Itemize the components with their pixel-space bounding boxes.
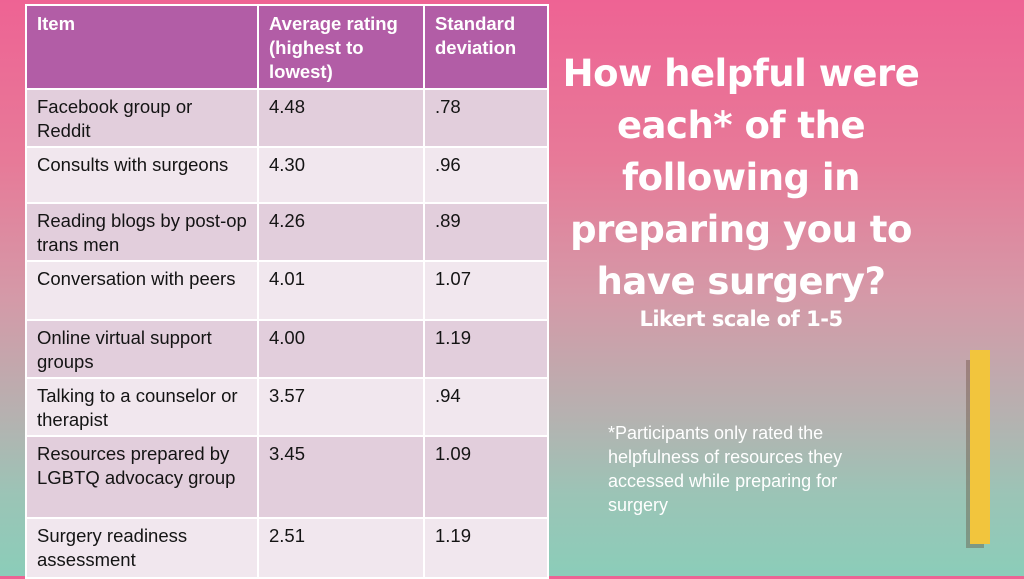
cell-item: Consults with surgeons xyxy=(25,146,259,204)
table-row: Surgery readiness assessment 2.51 1.19 xyxy=(25,517,549,579)
table-row: Reading blogs by post-op trans men 4.26 … xyxy=(25,202,549,262)
cell-item: Talking to a counselor or therapist xyxy=(25,377,259,437)
cell-sd: 1.19 xyxy=(423,517,549,579)
cell-item: Surgery readiness assessment xyxy=(25,517,259,579)
table-row: Consults with surgeons 4.30 .96 xyxy=(25,146,549,204)
cell-average: 3.57 xyxy=(257,377,425,437)
cell-average: 4.00 xyxy=(257,319,425,379)
cell-item: Online virtual support groups xyxy=(25,319,259,379)
cell-average: 4.48 xyxy=(257,88,425,148)
accent-bar xyxy=(970,350,990,544)
table-row: Conversation with peers 4.01 1.07 xyxy=(25,260,549,321)
table-row: Talking to a counselor or therapist 3.57… xyxy=(25,377,549,437)
slide-subtitle: Likert scale of 1-5 xyxy=(639,307,843,331)
cell-sd: .96 xyxy=(423,146,549,204)
cell-item: Facebook group or Reddit xyxy=(25,88,259,148)
cell-sd: .94 xyxy=(423,377,549,437)
ratings-table: Item Average rating (highest to lowest) … xyxy=(25,4,549,579)
table-header-row: Item Average rating (highest to lowest) … xyxy=(25,4,549,90)
cell-sd: .78 xyxy=(423,88,549,148)
table-row: Facebook group or Reddit 4.48 .78 xyxy=(25,88,549,148)
footnote: *Participants only rated the helpfulness… xyxy=(608,423,843,515)
header-average-rating: Average rating (highest to lowest) xyxy=(257,4,425,90)
header-standard-deviation: Standard deviation xyxy=(423,4,549,90)
cell-sd: 1.19 xyxy=(423,319,549,379)
cell-average: 2.51 xyxy=(257,517,425,579)
cell-sd: 1.07 xyxy=(423,260,549,321)
cell-sd: 1.09 xyxy=(423,435,549,519)
cell-average: 4.30 xyxy=(257,146,425,204)
cell-item: Resources prepared by LGBTQ advocacy gro… xyxy=(25,435,259,519)
table-row: Online virtual support groups 4.00 1.19 xyxy=(25,319,549,379)
table-row: Resources prepared by LGBTQ advocacy gro… xyxy=(25,435,549,519)
cell-sd: .89 xyxy=(423,202,549,262)
cell-item: Conversation with peers xyxy=(25,260,259,321)
cell-item: Reading blogs by post-op trans men xyxy=(25,202,259,262)
cell-average: 4.01 xyxy=(257,260,425,321)
cell-average: 3.45 xyxy=(257,435,425,519)
header-item: Item xyxy=(25,4,259,90)
slide-heading: How helpful were each* of the following … xyxy=(562,52,920,303)
cell-average: 4.26 xyxy=(257,202,425,262)
